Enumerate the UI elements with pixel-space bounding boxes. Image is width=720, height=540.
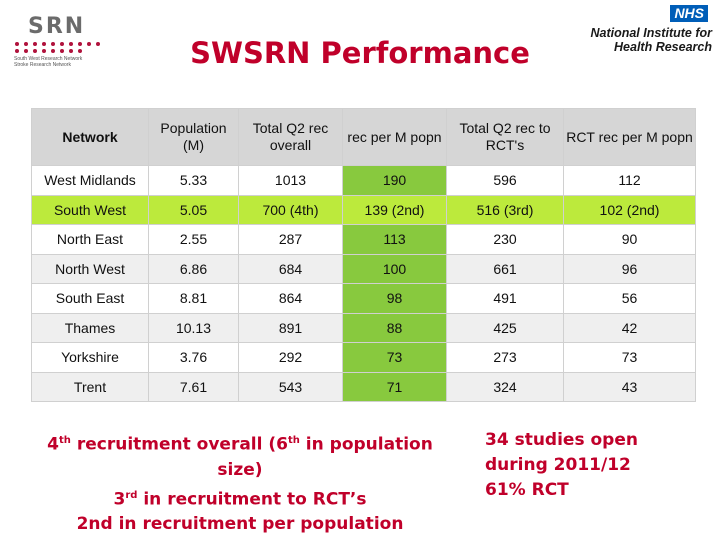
header-rct-per-m: RCT rec per M popn (563, 108, 696, 166)
cell-network: West Midlands (31, 165, 149, 196)
nihr-logo: NHS National Institute for Health Resear… (580, 5, 712, 63)
cell-rec-per-m: 88 (342, 312, 447, 343)
cell-network: North East (31, 224, 149, 255)
summary-line-3: 2nd in recruitment per population (76, 514, 404, 535)
cell-population: 8.81 (148, 283, 239, 314)
cell-rec-per-m: 113 (342, 224, 447, 255)
summary-sup: rd (125, 489, 138, 501)
cell-total-rec: 292 (238, 342, 343, 373)
cell-rec-per-m: 98 (342, 283, 447, 314)
cell-total-rct: 661 (446, 253, 564, 284)
summary-sup: th (59, 435, 71, 446)
nihr-name-line2: Health Research (614, 40, 712, 54)
cell-total-rct: 596 (446, 165, 564, 196)
cell-total-rec: 700 (4th) (238, 194, 343, 225)
cell-rct-per-m: 102 (2nd) (563, 194, 696, 225)
cell-population: 2.55 (148, 224, 239, 255)
header-network: Network (31, 108, 149, 166)
summary-text: in recruitment to RCT’s (137, 489, 367, 510)
cell-network: Trent (31, 371, 149, 402)
cell-population: 5.33 (148, 165, 239, 196)
srn-logo-subtitle: South West Research Network Stroke Resea… (14, 56, 83, 68)
table-row: North West 6.86 684 100 661 96 (31, 253, 696, 284)
cell-total-rec: 684 (238, 253, 343, 284)
table-row: Thames 10.13 891 88 425 42 (31, 312, 696, 343)
page-title: SWSRN Performance (190, 36, 530, 70)
cell-network: South East (31, 283, 149, 314)
table-row: North East 2.55 287 113 230 90 (31, 224, 696, 255)
cell-rct-per-m: 56 (563, 283, 696, 314)
cell-total-rct: 324 (446, 371, 564, 402)
cell-rec-per-m: 139 (2nd) (342, 194, 447, 225)
cell-rec-per-m: 190 (342, 165, 447, 196)
summary-line-1: 4th recruitment overall (6th in populati… (30, 428, 450, 483)
studies-line-1: 34 studies open (485, 430, 638, 450)
srn-logo: SRN South West Research Network Stroke R… (8, 14, 108, 68)
nihr-name-line1: National Institute for (590, 26, 712, 40)
summary-sup: th (287, 435, 300, 446)
cell-rct-per-m: 96 (563, 253, 696, 284)
cell-rct-per-m: 42 (563, 312, 696, 343)
cell-total-rec: 1013 (238, 165, 343, 196)
table-row-highlighted: South West 5.05 700 (4th) 139 (2nd) 516 … (31, 194, 696, 225)
cell-total-rct: 425 (446, 312, 564, 343)
cell-total-rct: 273 (446, 342, 564, 373)
table-row: West Midlands 5.33 1013 190 596 112 (31, 165, 696, 196)
nhs-badge: NHS (670, 5, 708, 22)
cell-population: 10.13 (148, 312, 239, 343)
studies-line-3: 61% RCT (485, 480, 569, 500)
cell-rec-per-m: 71 (342, 371, 447, 402)
summary-text: 3 (113, 489, 126, 510)
cell-population: 5.05 (148, 194, 239, 225)
summary-notes: 4th recruitment overall (6th in populati… (30, 428, 450, 537)
cell-network: Thames (31, 312, 149, 343)
cell-total-rec: 543 (238, 371, 343, 402)
cell-network: Yorkshire (31, 342, 149, 373)
header-population: Population (M) (148, 108, 239, 166)
studies-notes: 34 studies open during 2011/12 61% RCT (485, 428, 638, 503)
cell-total-rec: 287 (238, 224, 343, 255)
srn-dots-icon (15, 42, 100, 53)
summary-text: recruitment overall (6 (70, 434, 288, 455)
summary-text: in population size) (217, 434, 433, 480)
cell-population: 3.76 (148, 342, 239, 373)
summary-text: 4 (47, 434, 60, 455)
cell-total-rct: 516 (3rd) (446, 194, 564, 225)
summary-line-2: 3rd in recruitment to RCT’s (30, 483, 450, 513)
header-total-rct: Total Q2 rec to RCT's (446, 108, 564, 166)
table-row: Trent 7.61 543 71 324 43 (31, 371, 696, 402)
cell-rct-per-m: 112 (563, 165, 696, 196)
cell-network: South West (31, 194, 149, 225)
table-row: Yorkshire 3.76 292 73 273 73 (31, 342, 696, 373)
studies-line-2: during 2011/12 (485, 455, 631, 475)
cell-total-rec: 864 (238, 283, 343, 314)
cell-network: North West (31, 253, 149, 284)
header-rec-per-m: rec per M popn (342, 108, 447, 166)
cell-rct-per-m: 73 (563, 342, 696, 373)
performance-table: Network Population (M) Total Q2 rec over… (31, 108, 696, 402)
cell-rec-per-m: 100 (342, 253, 447, 284)
cell-total-rct: 491 (446, 283, 564, 314)
cell-rct-per-m: 90 (563, 224, 696, 255)
cell-rec-per-m: 73 (342, 342, 447, 373)
srn-logo-letters: SRN (28, 14, 86, 39)
table-row: South East 8.81 864 98 491 56 (31, 283, 696, 314)
cell-total-rec: 891 (238, 312, 343, 343)
cell-population: 6.86 (148, 253, 239, 284)
cell-total-rct: 230 (446, 224, 564, 255)
cell-population: 7.61 (148, 371, 239, 402)
cell-rct-per-m: 43 (563, 371, 696, 402)
table-header-row: Network Population (M) Total Q2 rec over… (31, 108, 696, 166)
header-total-rec: Total Q2 rec overall (238, 108, 343, 166)
